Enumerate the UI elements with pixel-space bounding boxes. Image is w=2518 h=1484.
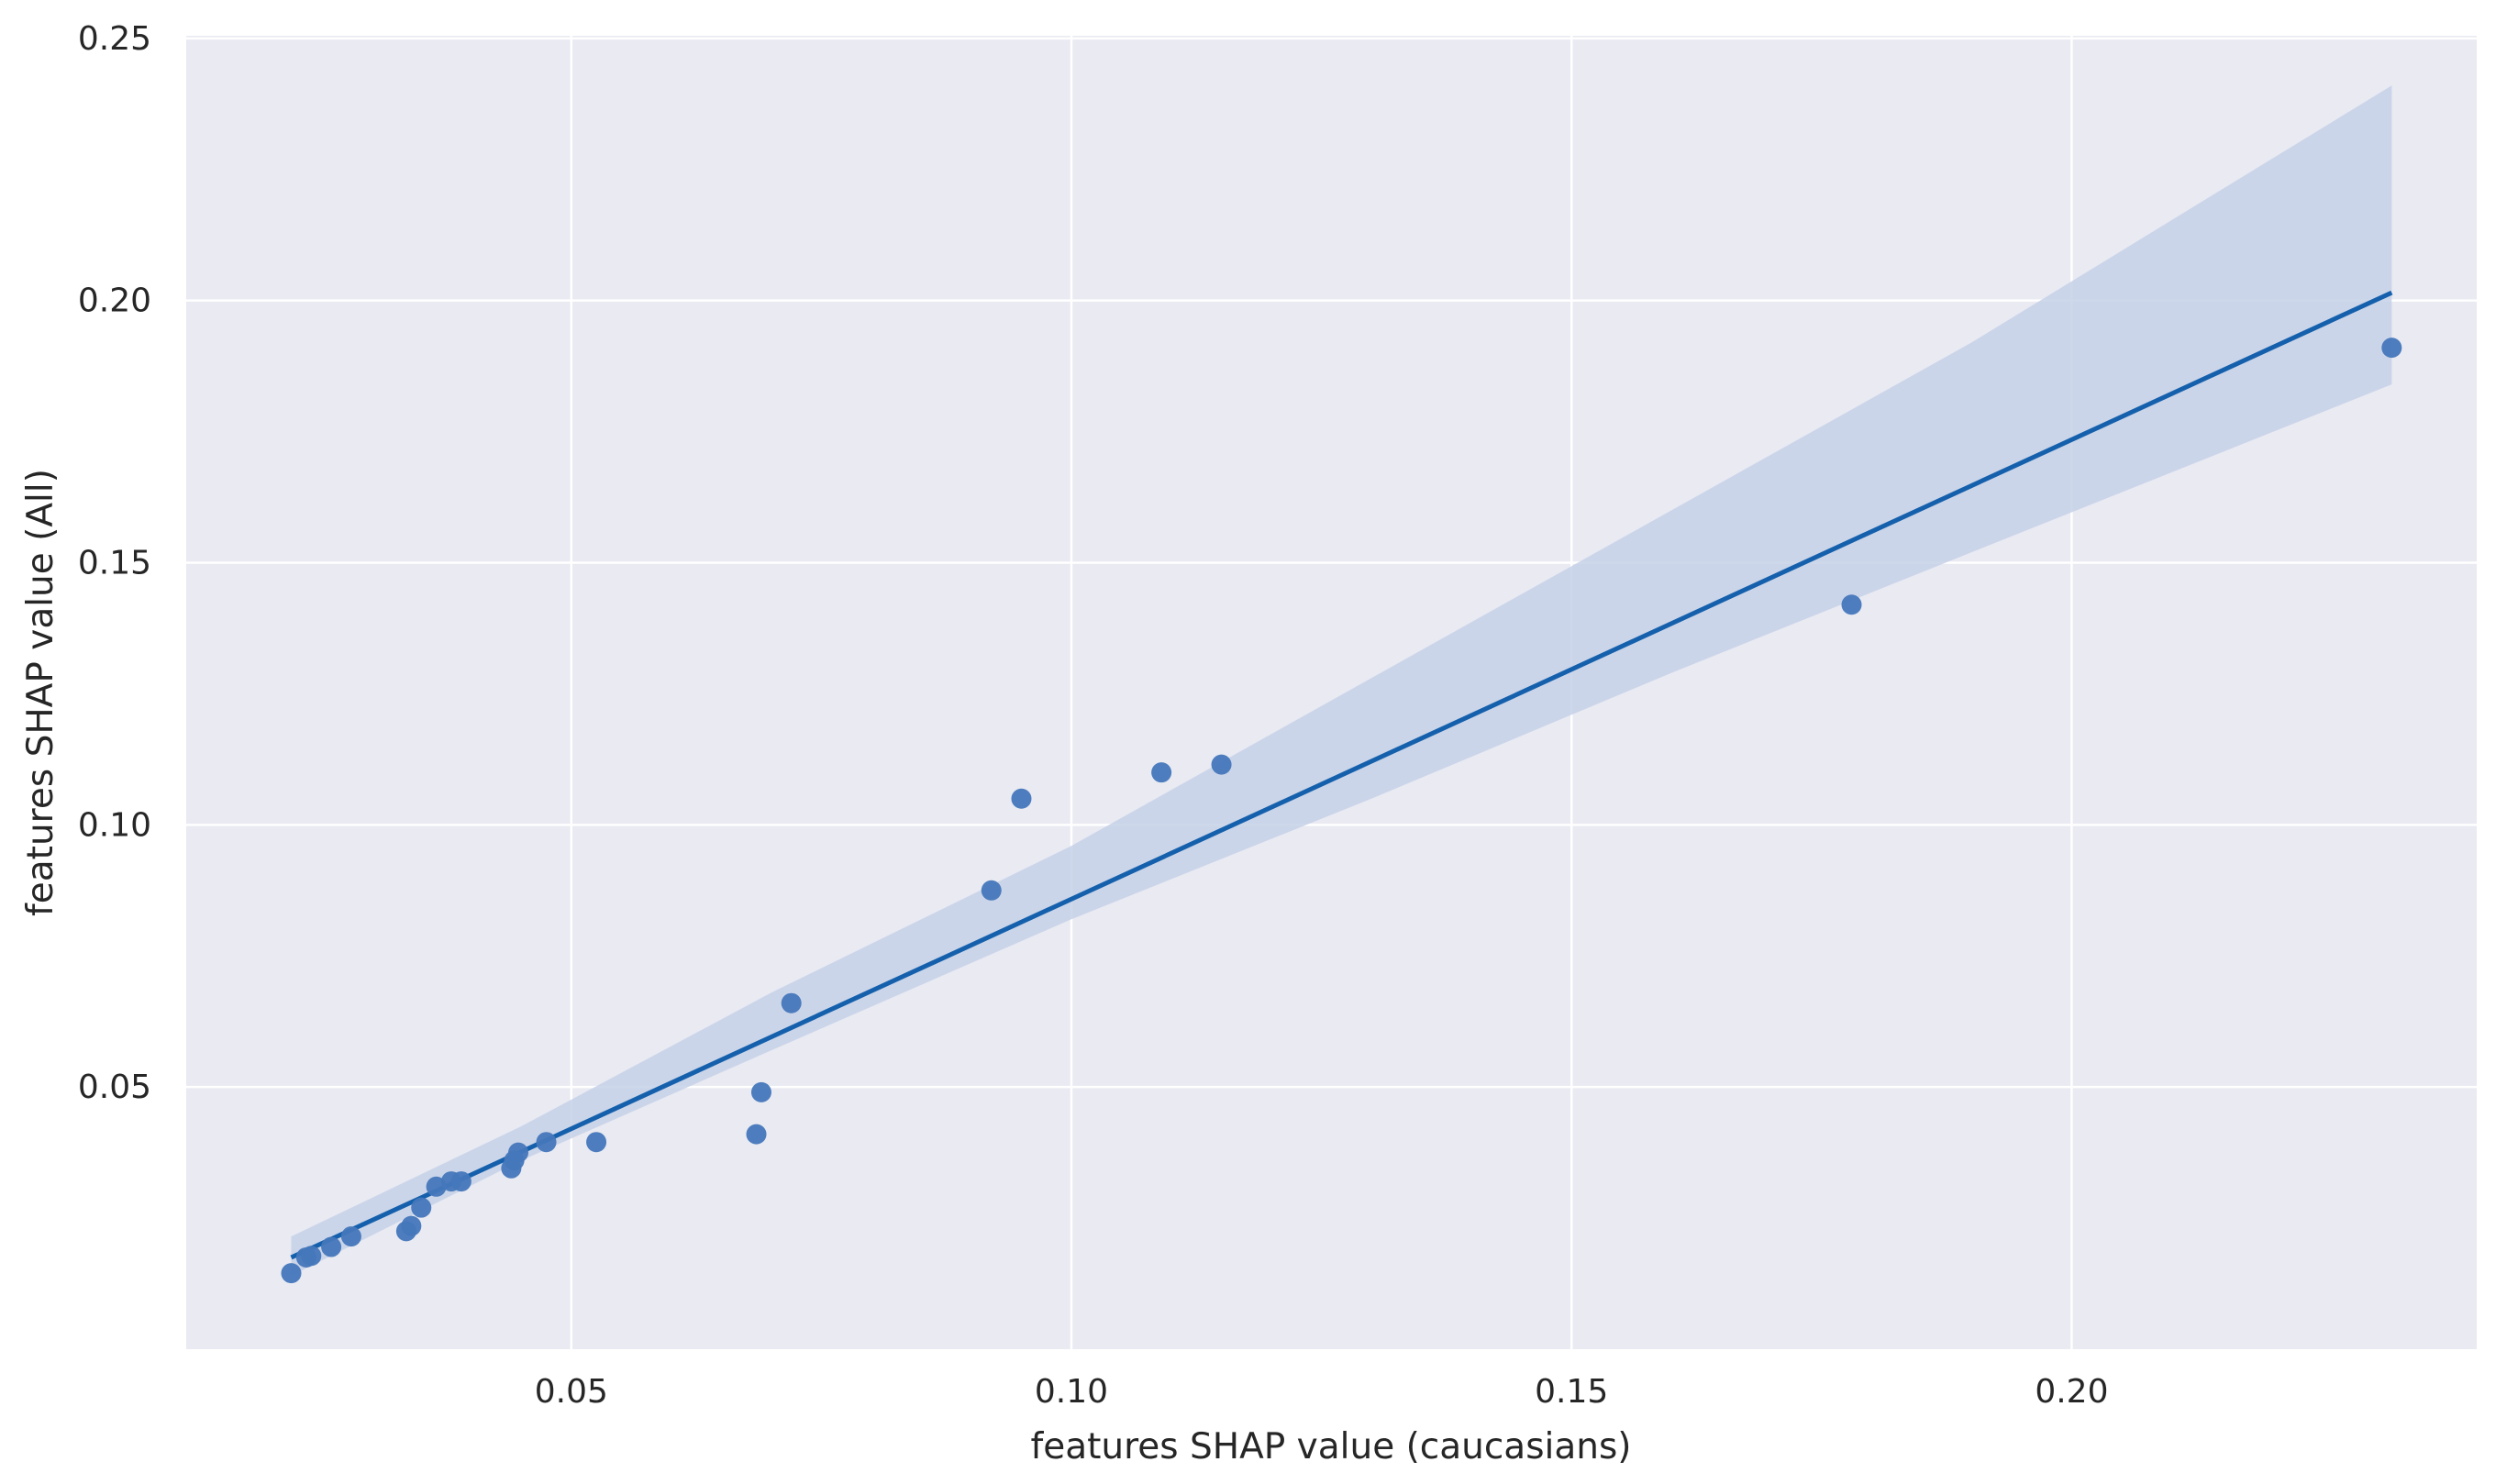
y-tick-label: 0.20 bbox=[78, 282, 151, 320]
data-point bbox=[586, 1132, 607, 1153]
x-tick-label: 0.10 bbox=[1035, 1373, 1108, 1411]
data-point bbox=[2381, 338, 2402, 359]
y-tick-label: 0.25 bbox=[78, 20, 151, 58]
data-point bbox=[508, 1142, 529, 1163]
data-points bbox=[281, 338, 2402, 1284]
x-tick-label: 0.15 bbox=[1535, 1373, 1608, 1411]
data-point bbox=[321, 1236, 342, 1257]
confidence-band bbox=[291, 85, 2392, 1276]
data-point bbox=[746, 1124, 767, 1145]
y-tick-label: 0.15 bbox=[78, 545, 151, 582]
data-point bbox=[281, 1263, 302, 1284]
y-tick-labels: 0.05 0.10 0.15 0.20 0.25 bbox=[78, 20, 151, 1106]
data-point bbox=[536, 1132, 557, 1153]
data-point bbox=[340, 1226, 361, 1247]
data-point bbox=[301, 1246, 322, 1267]
data-point bbox=[981, 880, 1002, 901]
data-point bbox=[750, 1081, 771, 1102]
y-tick-label: 0.05 bbox=[78, 1069, 151, 1106]
data-point bbox=[1151, 762, 1172, 783]
x-tick-labels: 0.05 0.10 0.15 0.20 bbox=[535, 1373, 2109, 1411]
data-point bbox=[781, 992, 802, 1013]
data-point bbox=[1211, 754, 1232, 775]
x-tick-label: 0.05 bbox=[535, 1373, 608, 1411]
data-point bbox=[401, 1215, 422, 1236]
data-point bbox=[1011, 788, 1032, 809]
data-point bbox=[1841, 594, 1862, 615]
data-point bbox=[450, 1171, 471, 1192]
y-axis-label: features SHAP value (All) bbox=[20, 469, 61, 916]
y-tick-label: 0.10 bbox=[78, 806, 151, 844]
data-point bbox=[411, 1197, 432, 1218]
x-tick-label: 0.20 bbox=[2035, 1373, 2108, 1411]
regression-line bbox=[290, 290, 2393, 1260]
x-axis-label: features SHAP value (caucasians) bbox=[1030, 1426, 1631, 1467]
